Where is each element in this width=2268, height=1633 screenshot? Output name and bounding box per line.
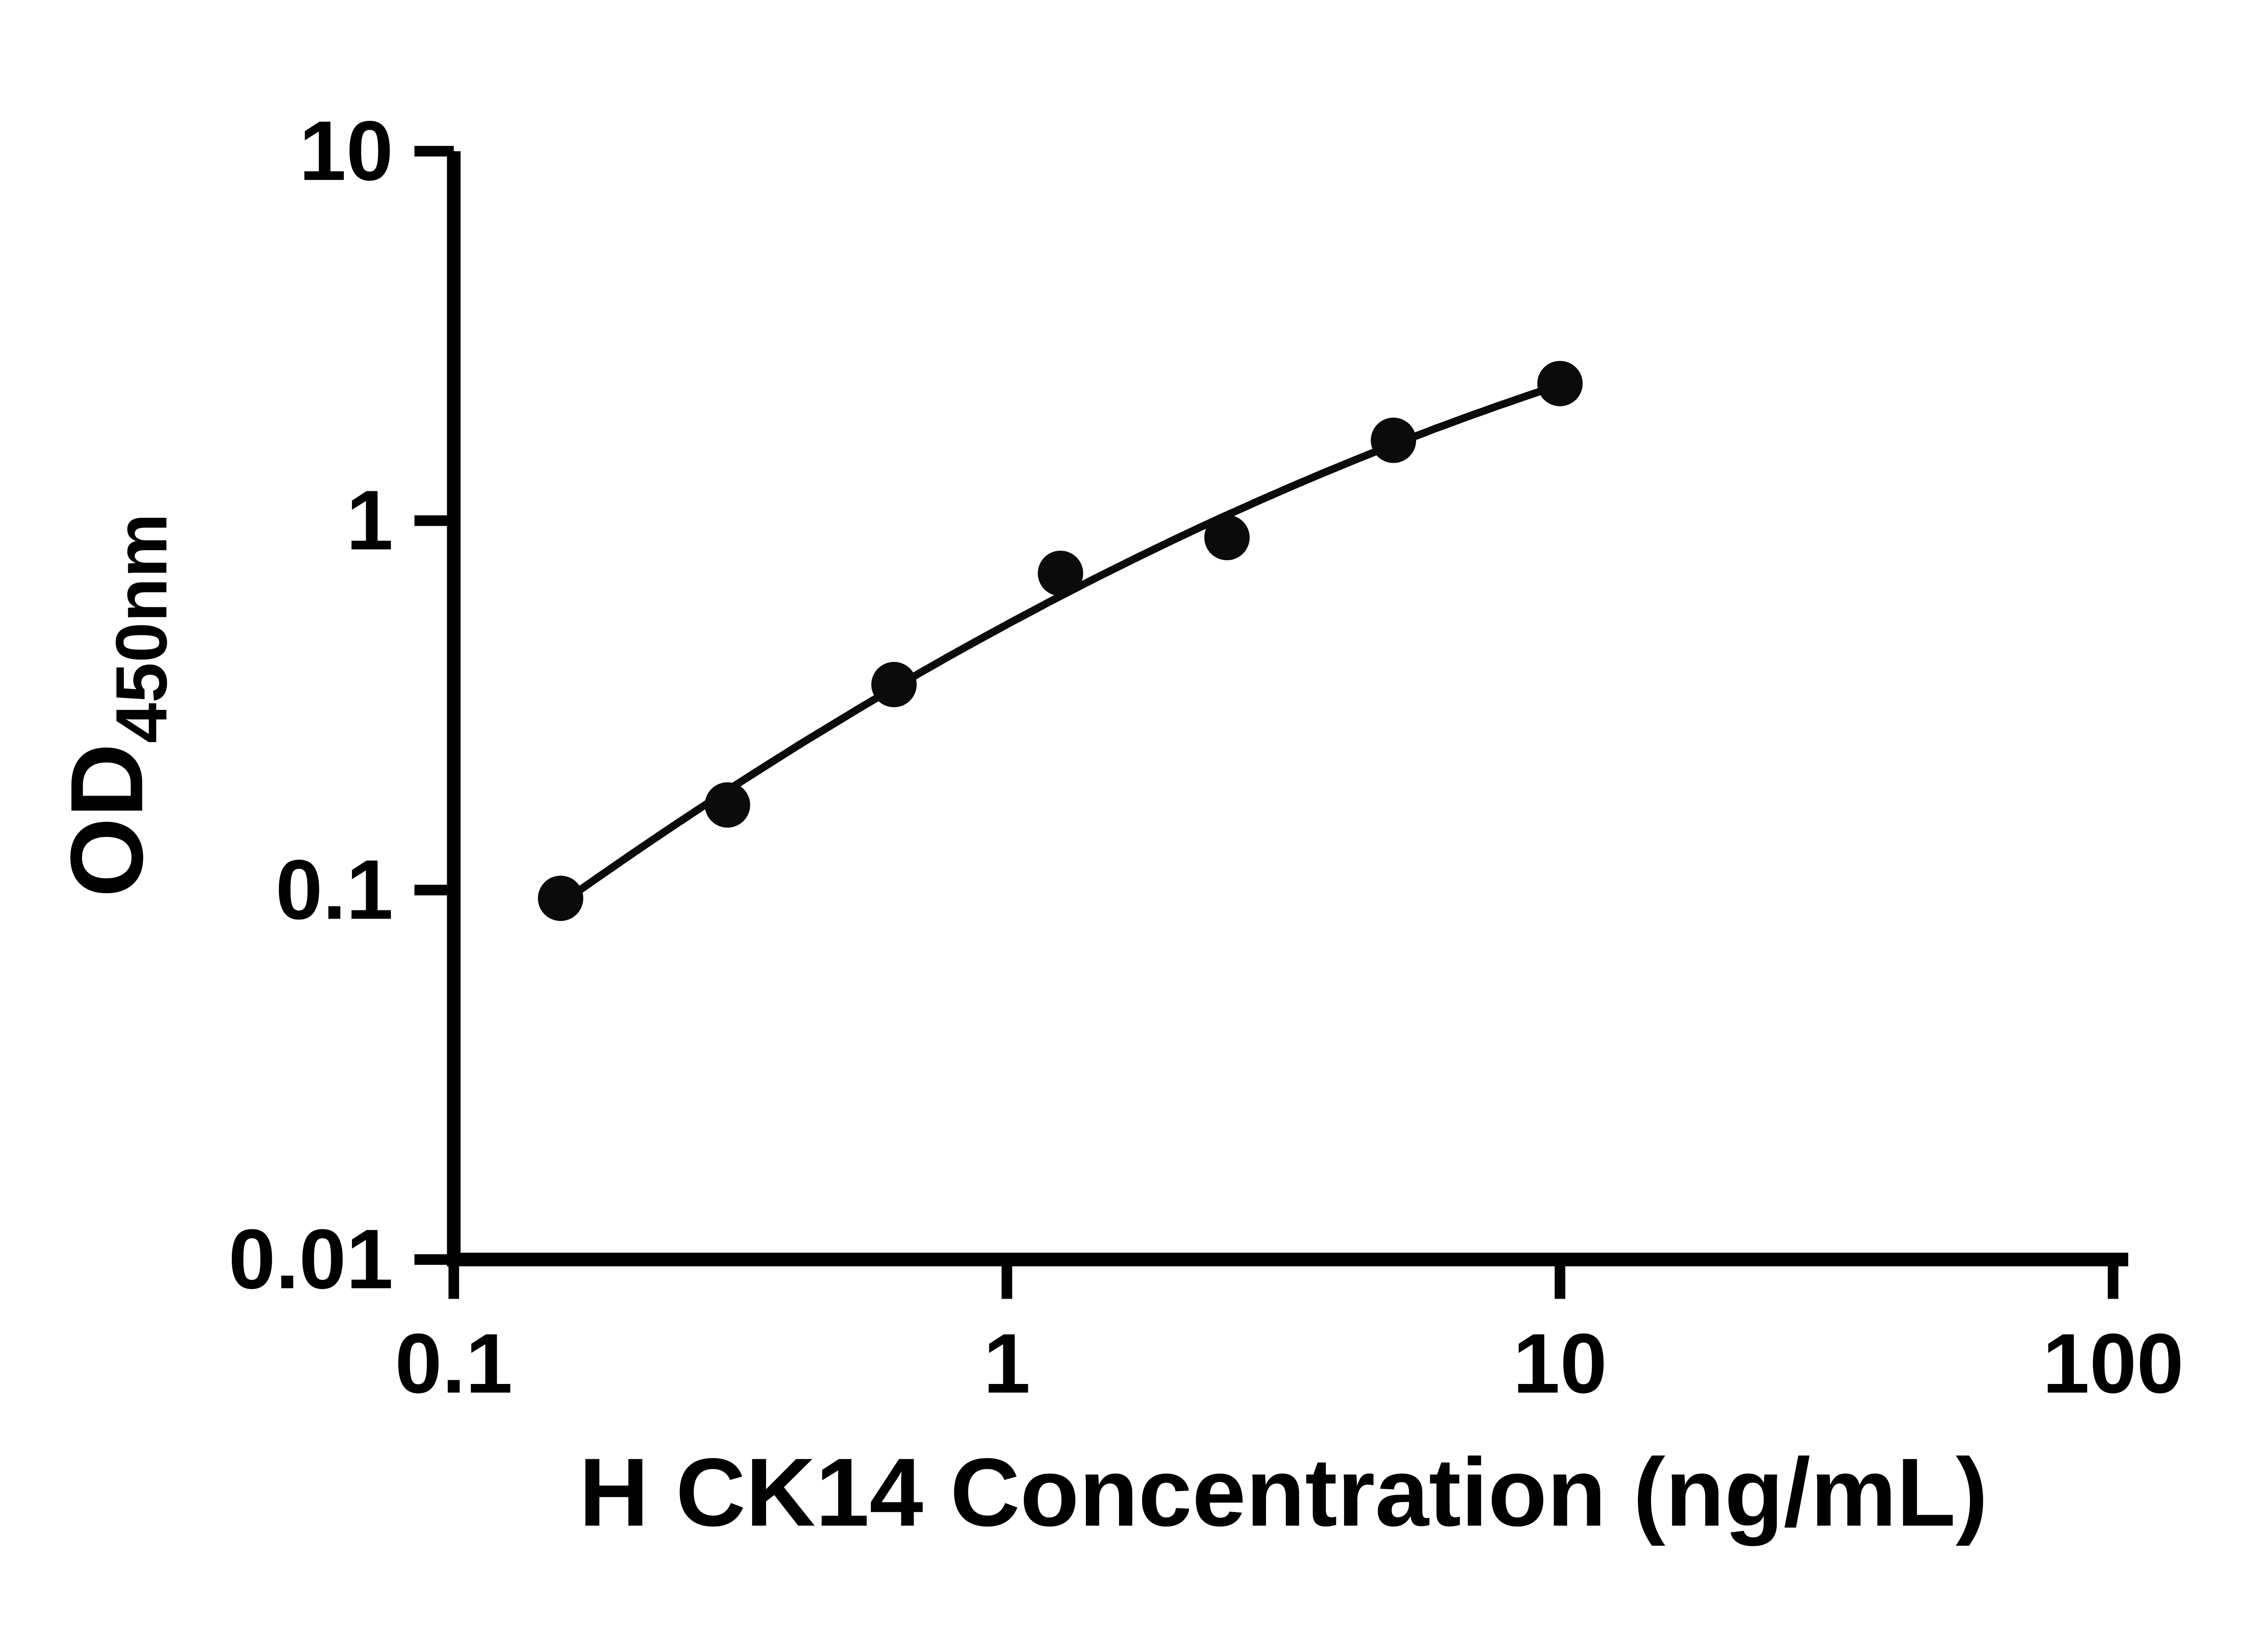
- y-tick-label: 0.01: [229, 1212, 393, 1306]
- data-point: [1371, 417, 1417, 463]
- y-tick-label: 1: [346, 473, 393, 567]
- data-point: [1204, 515, 1250, 561]
- data-point: [1537, 361, 1583, 406]
- x-tick-label: 100: [2043, 1316, 2184, 1411]
- x-tick-label: 10: [1513, 1316, 1607, 1411]
- data-point: [704, 782, 750, 828]
- x-tick-label: 1: [983, 1316, 1031, 1411]
- fit-curve: [558, 381, 1561, 907]
- x-tick-label: 0.1: [395, 1316, 513, 1411]
- data-point: [871, 662, 917, 708]
- y-axis-title: OD450nm: [49, 513, 181, 898]
- y-tick-label: 0.1: [275, 842, 393, 937]
- y-tick-label: 10: [299, 103, 393, 198]
- data-point: [538, 875, 583, 921]
- x-axis-title: H CK14 Concentration (ng/mL): [579, 1438, 1988, 1546]
- data-point: [1037, 550, 1083, 596]
